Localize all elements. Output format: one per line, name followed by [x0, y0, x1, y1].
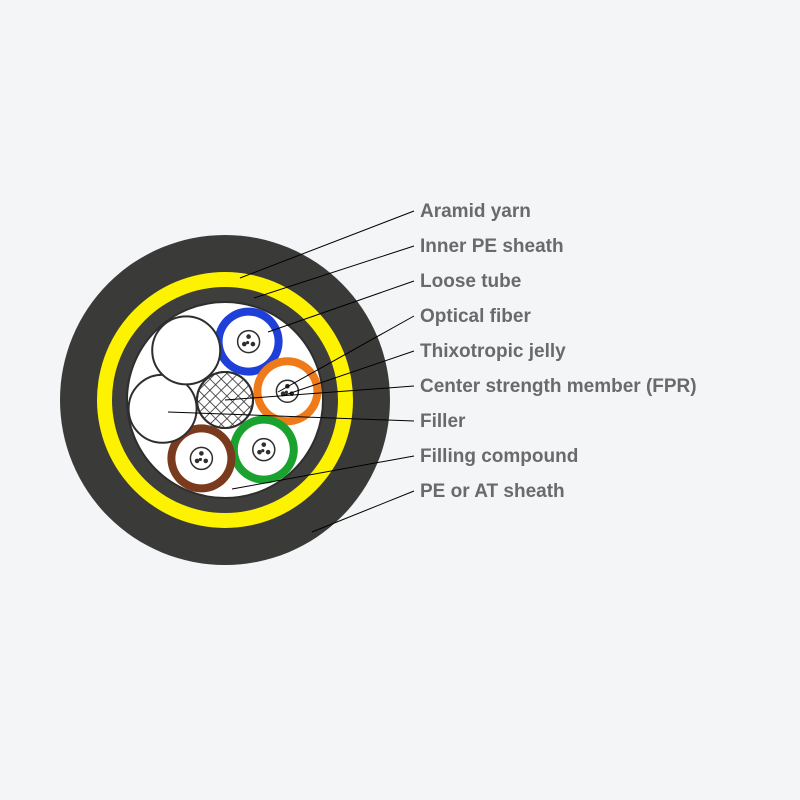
- label-pe-or-at-sheath: PE or AT sheath: [420, 481, 565, 503]
- label-optical-fiber: Optical fiber: [420, 306, 531, 328]
- label-thixotropic-jelly: Thixotropic jelly: [420, 341, 566, 363]
- label-aramid-yarn: Aramid yarn: [420, 201, 531, 223]
- label-filler: Filler: [420, 411, 465, 433]
- cable-cross-section-svg: [0, 0, 800, 800]
- label-center-strength-member-fpr: Center strength member (FPR): [420, 376, 697, 398]
- label-inner-pe-sheath: Inner PE sheath: [420, 236, 564, 258]
- label-loose-tube: Loose tube: [420, 271, 521, 293]
- label-filling-compound: Filling compound: [420, 446, 578, 468]
